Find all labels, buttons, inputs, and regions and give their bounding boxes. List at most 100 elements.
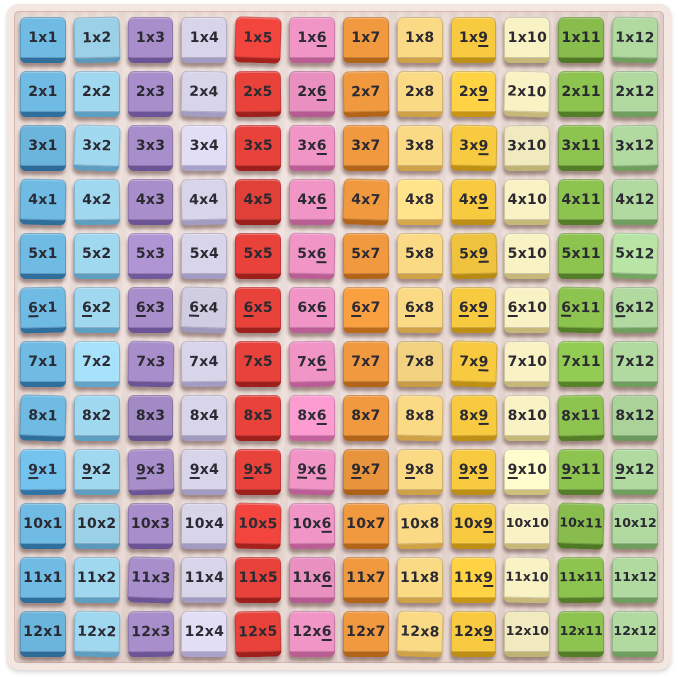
tile-2x11[interactable]: 2x11 — [558, 71, 605, 117]
tile-10x1[interactable]: 10x1 — [20, 503, 66, 549]
tile-6x6[interactable]: 6x 6 — [289, 287, 335, 333]
tile-4x10[interactable]: 4x10 — [504, 179, 551, 225]
tile-3x4[interactable]: 3x4 — [181, 125, 228, 171]
tile-12x3[interactable]: 12x3 — [127, 610, 174, 658]
tile-10x2[interactable]: 10x2 — [73, 503, 120, 549]
tile-6x10[interactable]: 6 x10 — [504, 287, 551, 333]
tile-1x1[interactable]: 1x1 — [20, 17, 66, 63]
tile-11x2[interactable]: 11x2 — [73, 557, 120, 603]
tile-2x4[interactable]: 2x4 — [181, 70, 228, 118]
tile-11x4[interactable]: 11x4 — [181, 557, 228, 603]
tile-11x12[interactable]: 11x12 — [612, 557, 658, 603]
tile-12x2[interactable]: 12x2 — [73, 610, 121, 658]
tile-7x4[interactable]: 7x4 — [181, 340, 228, 388]
tile-10x3[interactable]: 10x3 — [127, 503, 174, 549]
tile-8x11[interactable]: 8x11 — [557, 394, 605, 442]
tile-1x12[interactable]: 1x12 — [611, 16, 659, 64]
tile-5x4[interactable]: 5x4 — [181, 233, 228, 279]
tile-3x8[interactable]: 3x8 — [396, 125, 443, 171]
tile-4x3[interactable]: 4x3 — [127, 179, 174, 225]
tile-12x6[interactable]: 12x 6 — [289, 611, 335, 657]
tile-4x12[interactable]: 4x12 — [612, 179, 658, 225]
tile-12x7[interactable]: 12x7 — [342, 611, 389, 657]
tile-3x1[interactable]: 3x1 — [20, 125, 66, 171]
tile-5x7[interactable]: 5x7 — [342, 232, 390, 280]
tile-3x9[interactable]: 3x 9 — [450, 124, 497, 172]
tile-9x10[interactable]: 9 x10 — [504, 449, 551, 495]
tile-2x1[interactable]: 2x1 — [20, 71, 66, 117]
tile-9x11[interactable]: 9 x11 — [558, 449, 605, 495]
tile-7x6[interactable]: 7x 6 — [288, 340, 336, 388]
tile-10x6[interactable]: 10x 6 — [288, 502, 336, 550]
tile-11x9[interactable]: 11x 9 — [450, 557, 497, 603]
tile-5x2[interactable]: 5x2 — [73, 233, 120, 279]
tile-6x12[interactable]: 6 x12 — [611, 286, 659, 334]
tile-9x7[interactable]: 9 x7 — [342, 449, 389, 495]
tile-8x3[interactable]: 8x3 — [127, 395, 174, 441]
tile-12x5[interactable]: 12x5 — [234, 610, 282, 658]
tile-10x5[interactable]: 10x5 — [234, 502, 282, 550]
tile-12x12[interactable]: 12x12 — [612, 611, 658, 657]
tile-9x12[interactable]: 9 x12 — [612, 449, 658, 495]
tile-1x4[interactable]: 1x4 — [181, 17, 228, 63]
tile-11x11[interactable]: 11x11 — [558, 556, 605, 604]
tile-10x11[interactable]: 10x11 — [557, 502, 605, 550]
tile-5x10[interactable]: 5x10 — [504, 233, 551, 279]
tile-12x11[interactable]: 12x11 — [558, 611, 605, 657]
tile-5x9[interactable]: 5x 9 — [450, 232, 498, 280]
tile-1x7[interactable]: 1x7 — [342, 17, 389, 63]
tile-4x6[interactable]: 4x 6 — [289, 179, 335, 225]
tile-9x2[interactable]: 9 x2 — [73, 449, 120, 495]
tile-7x7[interactable]: 7x7 — [342, 341, 389, 387]
tile-2x12[interactable]: 2x12 — [612, 71, 658, 117]
tile-8x10[interactable]: 8x10 — [504, 395, 551, 441]
tile-6x11[interactable]: 6 x11 — [557, 286, 605, 334]
tile-7x9[interactable]: 7x 9 — [449, 340, 498, 388]
tile-7x1[interactable]: 7x1 — [20, 341, 66, 387]
tile-5x8[interactable]: 5x8 — [396, 233, 443, 279]
tile-8x2[interactable]: 8x2 — [73, 395, 120, 441]
tile-7x2[interactable]: 7x2 — [73, 341, 120, 387]
tile-4x4[interactable]: 4x4 — [180, 178, 228, 226]
tile-12x9[interactable]: 12x 9 — [450, 611, 497, 657]
tile-7x5[interactable]: 7x5 — [235, 341, 282, 387]
tile-9x1[interactable]: 9 x1 — [19, 448, 67, 496]
tile-11x8[interactable]: 11x8 — [396, 557, 443, 603]
tile-7x10[interactable]: 7x10 — [504, 341, 551, 387]
tile-9x5[interactable]: 9 x5 — [235, 449, 282, 495]
tile-9x3[interactable]: 9 x3 — [127, 448, 175, 496]
tile-11x6[interactable]: 11x 6 — [289, 557, 335, 603]
tile-2x10[interactable]: 2x10 — [503, 70, 552, 118]
tile-2x3[interactable]: 2x3 — [127, 71, 174, 117]
tile-12x4[interactable]: 12x4 — [181, 611, 228, 657]
tile-10x9[interactable]: 10x 9 — [450, 503, 497, 549]
tile-5x11[interactable]: 5x11 — [558, 233, 605, 279]
tile-5x12[interactable]: 5x12 — [611, 232, 659, 280]
tile-8x8[interactable]: 8x8 — [396, 394, 444, 442]
tile-4x2[interactable]: 4x2 — [73, 178, 120, 226]
tile-1x6[interactable]: 1x 6 — [289, 17, 335, 63]
tile-7x11[interactable]: 7x11 — [558, 341, 605, 387]
tile-11x10[interactable]: 11x10 — [504, 556, 551, 604]
tile-4x11[interactable]: 4x11 — [558, 179, 605, 225]
tile-5x5[interactable]: 5x5 — [235, 233, 282, 279]
tile-7x12[interactable]: 7x12 — [612, 341, 658, 387]
tile-1x8[interactable]: 1x8 — [396, 17, 443, 63]
tile-11x7[interactable]: 11x7 — [342, 557, 389, 603]
tile-8x12[interactable]: 8x12 — [612, 395, 658, 441]
tile-8x5[interactable]: 8x5 — [235, 395, 282, 441]
tile-4x1[interactable]: 4x1 — [19, 178, 67, 226]
tile-1x3[interactable]: 1x3 — [127, 17, 174, 63]
tile-1x10[interactable]: 1x10 — [504, 17, 551, 63]
tile-2x6[interactable]: 2x 6 — [289, 71, 335, 117]
tile-12x10[interactable]: 12x10 — [504, 611, 551, 657]
tile-4x7[interactable]: 4x7 — [342, 178, 390, 226]
tile-4x5[interactable]: 4x5 — [235, 179, 282, 225]
tile-10x12[interactable]: 10x12 — [612, 503, 658, 549]
tile-8x1[interactable]: 8x1 — [19, 394, 67, 442]
tile-10x10[interactable]: 10x10 — [504, 503, 551, 549]
tile-1x11[interactable]: 1x11 — [558, 17, 605, 63]
